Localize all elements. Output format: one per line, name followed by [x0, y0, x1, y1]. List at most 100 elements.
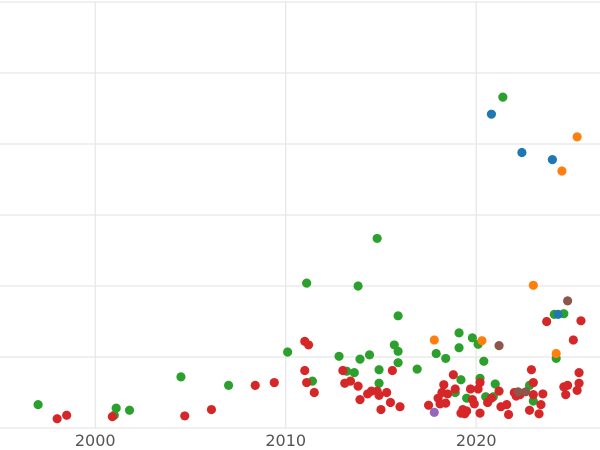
data-point — [338, 365, 348, 376]
data-point — [62, 410, 72, 420]
data-point — [374, 365, 384, 375]
data-point — [561, 390, 571, 400]
data-point — [302, 377, 312, 388]
data-point — [431, 348, 441, 359]
data-point — [223, 380, 234, 390]
data-point — [349, 368, 359, 378]
data-point — [528, 396, 538, 406]
data-point — [441, 398, 451, 408]
data-point — [521, 387, 531, 397]
data-point — [107, 412, 117, 422]
x-tick-label: 2010 — [265, 431, 306, 450]
data-point — [206, 404, 217, 415]
data-point — [374, 390, 384, 400]
data-point — [387, 365, 397, 376]
data-point — [563, 296, 573, 306]
data-point — [443, 389, 453, 399]
data-point — [395, 402, 405, 412]
data-point — [503, 409, 514, 420]
data-point — [568, 335, 578, 345]
data-point — [385, 397, 396, 408]
data-point — [303, 340, 314, 350]
data-point — [467, 333, 477, 343]
data-point — [300, 365, 310, 376]
data-point — [111, 403, 121, 413]
data-point — [353, 281, 363, 291]
grid — [0, 1, 600, 429]
data-point — [538, 389, 548, 399]
data-point — [439, 380, 449, 390]
data-point — [477, 336, 487, 346]
data-point — [269, 377, 279, 388]
data-point — [557, 166, 567, 176]
data-point — [574, 368, 584, 378]
data-point — [429, 407, 439, 417]
data-point — [382, 387, 392, 398]
data-point — [528, 390, 538, 400]
data-point — [490, 379, 500, 389]
data-point — [475, 408, 485, 418]
data-point — [517, 147, 527, 158]
x-tick-label: 2000 — [75, 431, 116, 450]
data-point — [462, 406, 472, 416]
data-point — [542, 316, 552, 327]
data-point — [429, 335, 439, 345]
data-point — [534, 409, 544, 419]
data-point — [513, 387, 523, 397]
data-point — [572, 385, 582, 395]
data-point — [486, 109, 497, 119]
data-point — [364, 350, 375, 360]
data-point — [553, 309, 563, 319]
data-point — [494, 341, 504, 351]
data-point — [345, 376, 356, 386]
data-point — [469, 399, 479, 409]
data-point — [454, 328, 464, 338]
data-point — [250, 380, 260, 390]
data-point — [52, 414, 62, 424]
data-point — [334, 351, 344, 361]
data-point — [526, 365, 537, 375]
data-points — [33, 92, 586, 424]
data-point — [528, 280, 538, 290]
data-point — [355, 395, 365, 405]
data-point — [479, 356, 489, 366]
data-point — [576, 316, 586, 326]
data-point — [498, 92, 508, 102]
data-point — [572, 132, 582, 142]
x-axis-ticks: 2000 2010 2020 — [75, 431, 497, 450]
data-point — [448, 370, 458, 380]
data-point — [393, 346, 403, 356]
data-point — [393, 358, 403, 368]
data-point — [302, 278, 312, 288]
data-point — [524, 405, 535, 415]
data-point — [374, 378, 384, 388]
data-point — [536, 399, 546, 410]
x-tick-label: 2020 — [456, 431, 497, 450]
data-point — [502, 399, 512, 410]
data-point — [33, 399, 43, 410]
data-point — [376, 404, 386, 415]
data-point — [454, 343, 464, 353]
data-point — [283, 347, 293, 357]
data-point — [494, 386, 504, 396]
data-point — [528, 377, 538, 388]
data-point — [355, 354, 365, 364]
data-point — [456, 375, 466, 385]
data-point — [486, 393, 497, 403]
data-point — [180, 411, 190, 421]
data-point — [441, 353, 451, 364]
data-point — [465, 384, 476, 394]
data-point — [176, 372, 186, 382]
data-point — [412, 364, 422, 374]
data-point — [475, 377, 485, 388]
data-point — [551, 348, 561, 359]
data-point — [353, 381, 363, 391]
data-point — [372, 233, 382, 244]
data-point — [547, 155, 557, 165]
data-point — [563, 380, 573, 390]
data-point — [309, 387, 319, 398]
data-point — [393, 311, 403, 321]
data-point — [124, 405, 135, 415]
data-point — [574, 378, 584, 388]
